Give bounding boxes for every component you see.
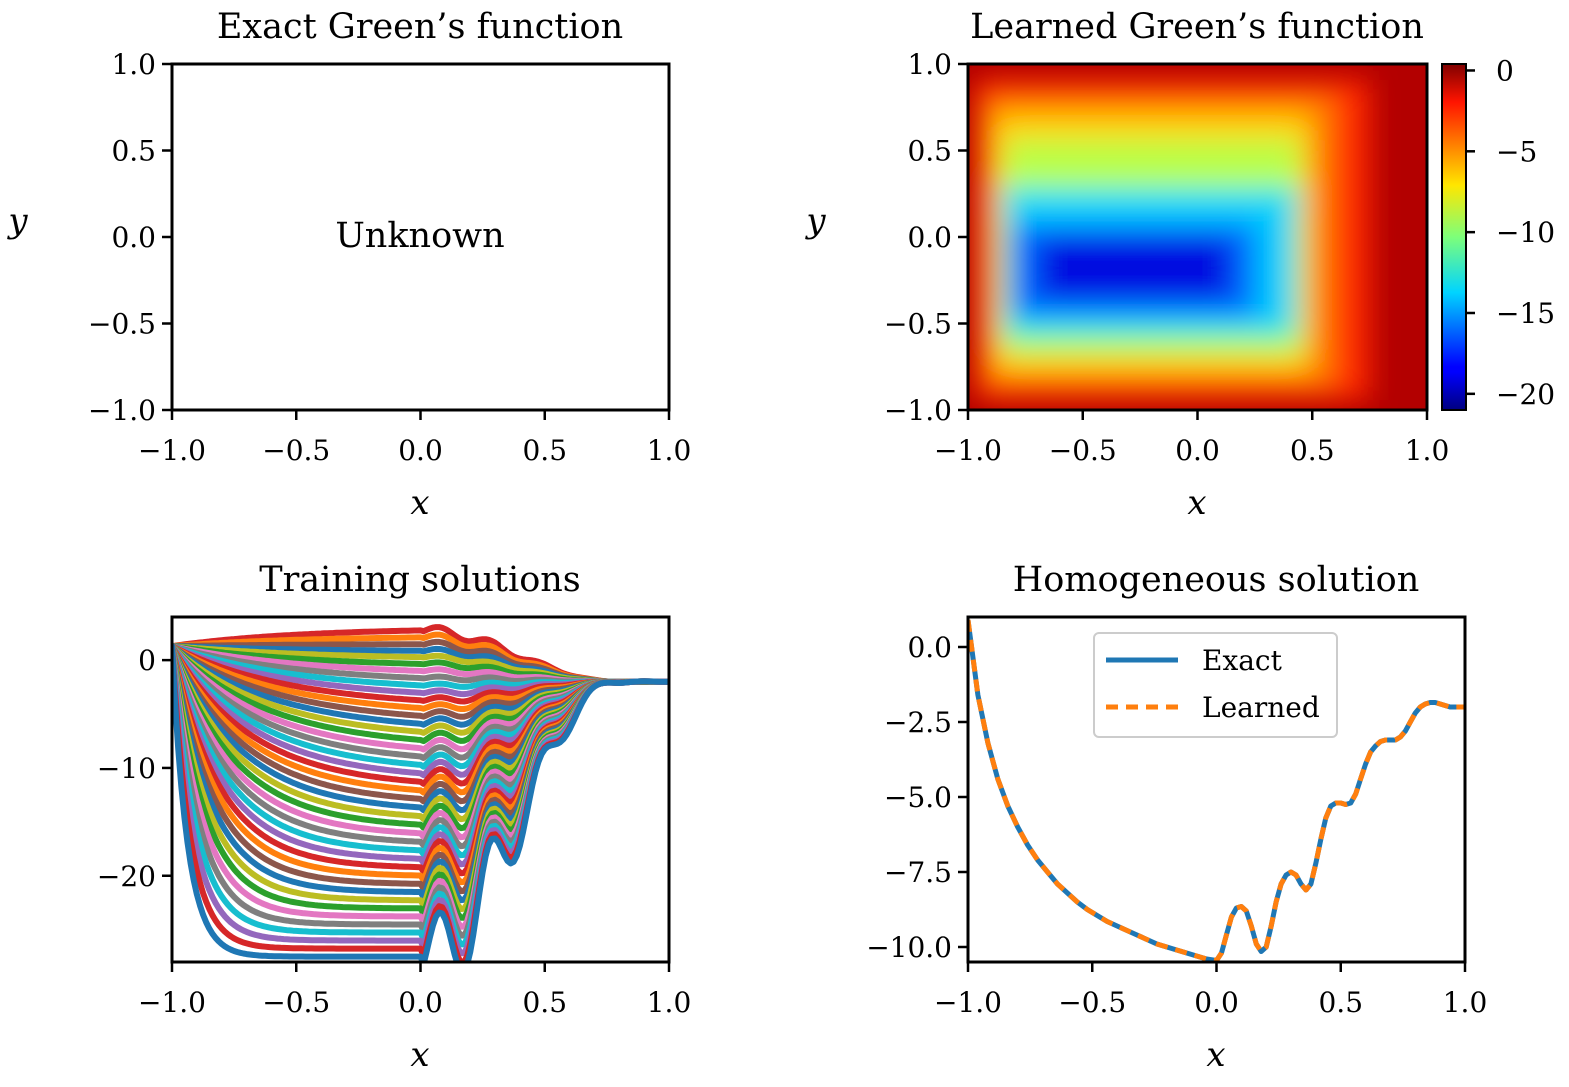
xlabel-learned: x bbox=[1187, 483, 1206, 523]
legend-label-learned: Learned bbox=[1202, 691, 1320, 724]
ytick-label: −10.0 bbox=[866, 931, 952, 964]
yticks-learned: 1.0 0.5 0.0 −0.5 −1.0 bbox=[884, 48, 968, 427]
xlabel-training: x bbox=[410, 1035, 429, 1075]
title-homogeneous: Homogeneous solution bbox=[1013, 560, 1420, 600]
xtick-label: 0.5 bbox=[522, 986, 567, 1019]
title-exact: Exact Green’s function bbox=[217, 7, 623, 47]
ytick-label: −1.0 bbox=[884, 394, 952, 427]
ytick-label: −1.0 bbox=[88, 394, 156, 427]
ytick-label: −5.0 bbox=[884, 781, 952, 814]
xtick-label: −1.0 bbox=[138, 434, 206, 467]
unknown-annotation: Unknown bbox=[335, 216, 504, 256]
ytick-label: −10 bbox=[97, 752, 156, 785]
ytick-label: 0 bbox=[138, 644, 156, 677]
ytick-label: 0.0 bbox=[907, 221, 952, 254]
xtick-label: 0.5 bbox=[522, 434, 567, 467]
ytick-label: 0.5 bbox=[907, 135, 952, 168]
panel-exact: Exact Green’s function Unknown −1.0 −0.5 0… bbox=[6, 7, 691, 523]
xticks-homogeneous: −1.0 −0.5 0.0 0.5 1.0 bbox=[934, 962, 1487, 1019]
colorbar-tick-label: −20 bbox=[1496, 378, 1555, 411]
ylabel-learned: y bbox=[804, 201, 826, 241]
xticks-learned: −1.0 −0.5 0.0 0.5 1.0 bbox=[934, 410, 1449, 467]
title-learned: Learned Green’s function bbox=[970, 7, 1424, 47]
xtick-label: 1.0 bbox=[1405, 434, 1450, 467]
ytick-label: 1.0 bbox=[907, 48, 952, 81]
xtick-label: 0.0 bbox=[398, 434, 443, 467]
legend: Exact Learned bbox=[1093, 632, 1338, 738]
xtick-label: −0.5 bbox=[262, 434, 330, 467]
xtick-label: 0.5 bbox=[1290, 434, 1335, 467]
ytick-label: −2.5 bbox=[884, 706, 952, 739]
training-series bbox=[172, 624, 669, 962]
colorbar-tick-label: −10 bbox=[1496, 216, 1555, 249]
xtick-label: 1.0 bbox=[647, 986, 692, 1019]
xtick-label: −0.5 bbox=[262, 986, 330, 1019]
colorbar-tick-label: 0 bbox=[1496, 54, 1514, 87]
xtick-label: 1.0 bbox=[1443, 986, 1488, 1019]
xtick-label: 1.0 bbox=[647, 434, 692, 467]
xtick-label: −1.0 bbox=[934, 434, 1002, 467]
legend-label-exact: Exact bbox=[1202, 644, 1283, 677]
xtick-label: 0.0 bbox=[1175, 434, 1220, 467]
axes-frame-exact bbox=[170, 62, 671, 412]
series-learned-line bbox=[968, 619, 1465, 962]
yticks-exact: 1.0 0.5 0.0 −0.5 −1.0 bbox=[88, 48, 172, 427]
xtick-label: 0.0 bbox=[398, 986, 443, 1019]
yticks-training: 0 −10 −20 bbox=[97, 644, 172, 893]
xlabel-exact: x bbox=[410, 483, 429, 523]
ytick-label: −7.5 bbox=[884, 856, 952, 889]
colorbar-ticks: 0 −5 −10 −15 −20 bbox=[1466, 54, 1555, 411]
panel-training: Training solutions −1.0 −0.5 0.0 0.5 1.0 0 −1… bbox=[97, 560, 691, 1075]
ytick-label: 0.0 bbox=[111, 221, 156, 254]
ytick-label: −20 bbox=[97, 860, 156, 893]
xtick-label: −0.5 bbox=[1049, 434, 1117, 467]
colorbar bbox=[1441, 63, 1467, 411]
xticks-exact: −1.0 −0.5 0.0 0.5 1.0 bbox=[138, 410, 691, 467]
panel-learned: Learned Green’s function −1.0 −0.5 0.0 0.5 1… bbox=[804, 7, 1555, 523]
ytick-label: 0.0 bbox=[907, 631, 952, 664]
xtick-label: 0.5 bbox=[1318, 986, 1363, 1019]
xtick-label: −1.0 bbox=[934, 986, 1002, 1019]
panel-homogeneous: Homogeneous solution −1.0 −0.5 0.0 0.5 1.0 0… bbox=[866, 560, 1487, 1075]
ytick-label: −0.5 bbox=[884, 308, 952, 341]
ytick-label: 0.5 bbox=[111, 135, 156, 168]
colorbar-tick-label: −5 bbox=[1496, 135, 1537, 168]
colorbar-tick-label: −15 bbox=[1496, 297, 1555, 330]
homogeneous-series bbox=[968, 619, 1465, 962]
title-training: Training solutions bbox=[259, 560, 581, 600]
heatmap-learned bbox=[968, 64, 1427, 410]
xtick-label: 0.0 bbox=[1194, 986, 1239, 1019]
xtick-label: −1.0 bbox=[138, 986, 206, 1019]
yticks-homogeneous: 0.0 −2.5 −5.0 −7.5 −10.0 bbox=[866, 631, 968, 964]
xlabel-homogeneous: x bbox=[1206, 1035, 1225, 1075]
ylabel-exact: y bbox=[6, 201, 28, 241]
xtick-label: −0.5 bbox=[1058, 986, 1126, 1019]
training-series-line bbox=[172, 643, 669, 962]
ytick-label: 1.0 bbox=[111, 48, 156, 81]
xticks-training: −1.0 −0.5 0.0 0.5 1.0 bbox=[138, 962, 691, 1019]
ytick-label: −0.5 bbox=[88, 308, 156, 341]
